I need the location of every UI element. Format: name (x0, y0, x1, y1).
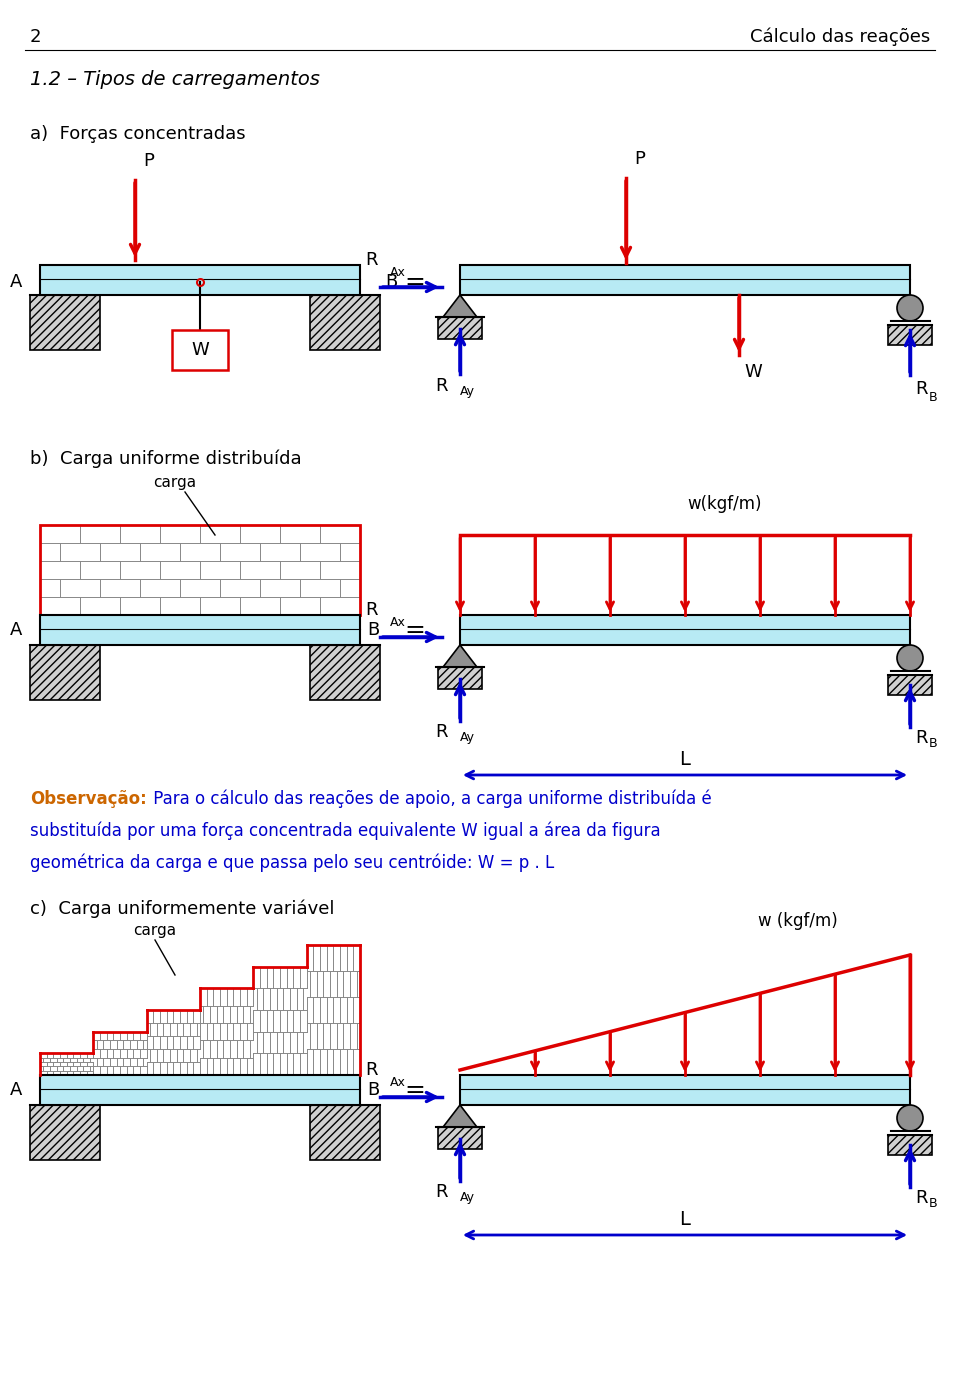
Bar (200, 988, 253, 1075)
Text: L: L (680, 750, 690, 769)
Text: b)  Carga uniforme distribuída: b) Carga uniforme distribuída (30, 450, 301, 468)
Text: Ax: Ax (390, 266, 406, 279)
Bar (888, 1135, 932, 1156)
Bar (30, 1105, 100, 1160)
Bar (310, 645, 380, 700)
Bar (310, 645, 380, 700)
Text: Ay: Ay (460, 385, 475, 399)
Text: B: B (929, 390, 938, 404)
Text: Para o cálculo das reações de apoio, a carga uniforme distribuída é: Para o cálculo das reações de apoio, a c… (148, 790, 711, 809)
Bar (147, 1011, 200, 1075)
Bar (30, 296, 100, 350)
Text: substituída por uma força concentrada equivalente W igual a área da figura: substituída por uma força concentrada eq… (30, 822, 660, 841)
Text: W: W (191, 342, 209, 360)
Bar (172, 330, 228, 369)
Text: B: B (367, 1080, 379, 1098)
Text: carga: carga (133, 923, 177, 938)
Text: Ay: Ay (460, 1190, 475, 1204)
Text: carga: carga (154, 475, 197, 491)
Text: 2: 2 (30, 28, 41, 46)
Bar (460, 615, 910, 645)
Bar (40, 1075, 360, 1105)
Text: =: = (404, 270, 425, 294)
Polygon shape (443, 645, 477, 668)
Bar (888, 325, 932, 344)
Text: =: = (404, 618, 425, 643)
Bar (30, 645, 100, 700)
Text: A: A (10, 620, 22, 638)
Bar (40, 526, 360, 615)
Text: P: P (634, 151, 645, 169)
Bar (310, 1105, 380, 1160)
Bar (253, 966, 306, 1075)
Text: B: B (929, 737, 938, 750)
Bar (30, 296, 100, 350)
Text: P: P (143, 152, 154, 170)
Bar (30, 645, 100, 700)
Bar (888, 675, 932, 696)
Bar (888, 675, 932, 696)
Text: Observação:: Observação: (30, 790, 147, 809)
Text: B: B (929, 1197, 938, 1210)
Text: c)  Carga uniformemente variável: c) Carga uniformemente variável (30, 901, 334, 919)
Text: 1.2 – Tipos de carregamentos: 1.2 – Tipos de carregamentos (30, 70, 320, 89)
Circle shape (897, 296, 923, 321)
Text: Ay: Ay (460, 730, 475, 744)
Bar (310, 296, 380, 350)
Text: R: R (915, 381, 927, 399)
Text: R: R (436, 1184, 448, 1202)
Bar (40, 615, 360, 645)
Bar (306, 945, 360, 1075)
Bar (438, 316, 482, 339)
Text: R: R (915, 729, 927, 747)
Text: R: R (915, 1189, 927, 1207)
Bar (93, 1032, 147, 1075)
Bar (888, 1135, 932, 1156)
Text: L: L (680, 1210, 690, 1230)
Bar (460, 1075, 910, 1105)
Bar (438, 1126, 482, 1149)
Text: R: R (366, 251, 378, 269)
Bar (438, 316, 482, 339)
Bar (40, 526, 360, 615)
Polygon shape (443, 296, 477, 316)
Text: W: W (744, 362, 761, 381)
Text: R: R (366, 601, 378, 619)
Bar (438, 666, 482, 689)
Text: A: A (10, 1080, 22, 1098)
Text: geométrica da carga e que passa pelo seu centróide: W = p . L: geométrica da carga e que passa pelo seu… (30, 855, 554, 873)
Text: R: R (436, 723, 448, 742)
Text: R: R (366, 1061, 378, 1079)
Text: Cálculo das reações: Cálculo das reações (750, 28, 930, 46)
Bar (888, 325, 932, 344)
Bar (40, 1054, 93, 1075)
Bar (438, 666, 482, 689)
Text: A: A (10, 273, 22, 291)
Bar (30, 1105, 100, 1160)
Text: Ax: Ax (390, 1076, 406, 1089)
Bar (460, 265, 910, 296)
Bar (40, 265, 360, 296)
Text: B: B (367, 620, 379, 638)
Bar (438, 1126, 482, 1149)
Polygon shape (443, 1105, 477, 1128)
Circle shape (897, 645, 923, 671)
Bar (310, 1105, 380, 1160)
Bar (310, 296, 380, 350)
Text: =: = (404, 1078, 425, 1103)
Text: B: B (385, 273, 397, 291)
Text: w (kgf/m): w (kgf/m) (757, 912, 837, 930)
Circle shape (897, 1105, 923, 1131)
Text: a)  Forças concentradas: a) Forças concentradas (30, 125, 246, 144)
Text: R: R (436, 378, 448, 395)
Text: w(kgf/m): w(kgf/m) (687, 495, 762, 513)
Text: Ax: Ax (390, 616, 406, 629)
